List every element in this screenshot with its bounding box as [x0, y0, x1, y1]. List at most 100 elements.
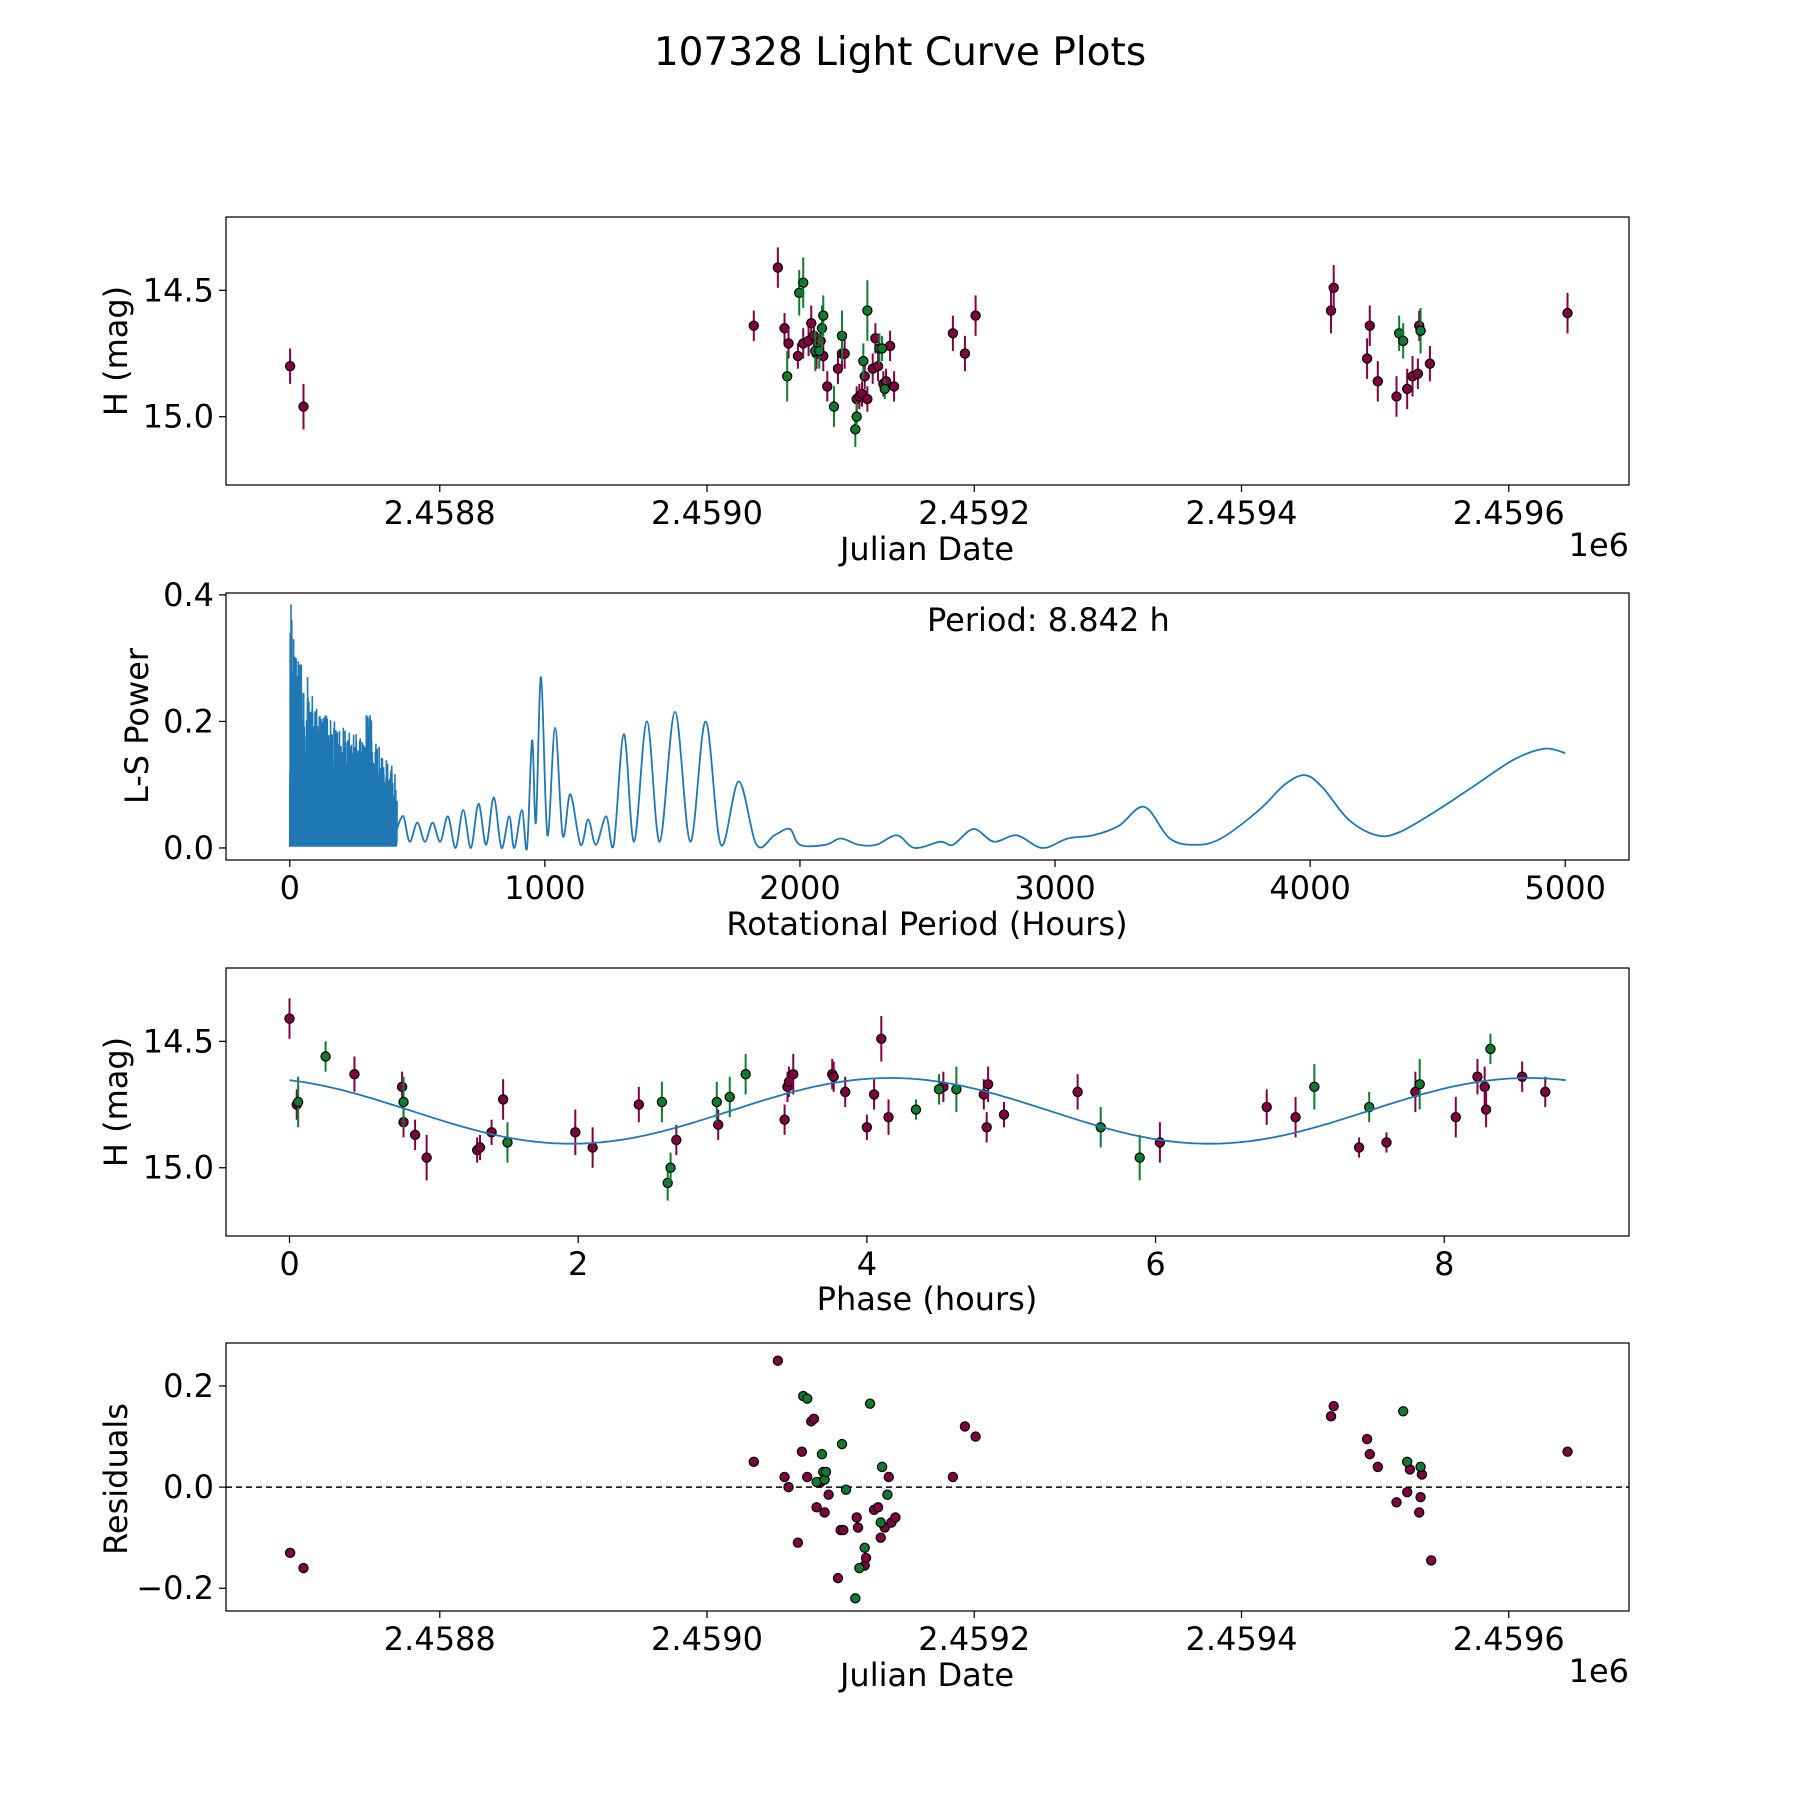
- data-point: [1361, 353, 1373, 364]
- data-point: [883, 1471, 894, 1483]
- data-point: [1516, 1071, 1528, 1082]
- x-tick-label: 0: [279, 1245, 299, 1283]
- data-point: [864, 1398, 876, 1409]
- residuals-x-offset-label: 1e6: [1569, 1652, 1629, 1690]
- data-point: [587, 1142, 598, 1153]
- data-point: [1353, 1142, 1365, 1153]
- periodogram-y-ticks: 0.0 0.2 0.4: [163, 576, 226, 867]
- periodogram-plot-frame: [225, 592, 1630, 861]
- residuals-x-ticks: 2.4588 2.4590 2.4592 2.4594 2.4596: [384, 1611, 1565, 1658]
- raw-y-label: H (mag): [97, 286, 135, 416]
- x-tick-label: 2.4596: [1453, 494, 1565, 532]
- data-point: [970, 1431, 981, 1442]
- data-point: [474, 1142, 486, 1153]
- model-fit-curve: [289, 1077, 1566, 1145]
- data-point: [1381, 1137, 1392, 1148]
- data-point: [713, 1119, 724, 1130]
- data-point: [748, 1456, 759, 1468]
- data-point: [850, 424, 861, 435]
- data-point: [1372, 1461, 1383, 1473]
- data-point: [1261, 1101, 1272, 1113]
- data-point: [1424, 358, 1436, 369]
- data-point: [783, 1481, 794, 1493]
- data-point: [788, 1068, 799, 1080]
- x-tick-label: 2000: [759, 869, 840, 907]
- data-point: [421, 1152, 432, 1163]
- data-point: [1414, 1079, 1425, 1090]
- periodogram-y-label: L-S Power: [118, 647, 156, 804]
- data-point: [970, 310, 981, 321]
- data-point: [748, 320, 759, 331]
- data-point: [840, 1086, 851, 1098]
- y-tick-label: 0.4: [163, 576, 214, 614]
- data-point: [854, 1562, 865, 1574]
- phased-y-label: H (mag): [97, 1037, 135, 1167]
- data-point: [851, 1512, 862, 1523]
- data-point: [872, 1502, 884, 1513]
- data-point: [818, 310, 829, 321]
- data-point: [792, 1537, 804, 1548]
- data-point: [1309, 1081, 1320, 1093]
- phased-plot-frame: [225, 967, 1630, 1237]
- raw-data-marks: [284, 247, 1573, 448]
- data-point: [1415, 325, 1426, 336]
- data-point: [633, 1099, 645, 1110]
- data-point: [910, 1104, 922, 1115]
- x-tick-label: 4: [857, 1245, 877, 1283]
- data-point: [823, 1489, 834, 1500]
- data-point: [779, 1471, 790, 1483]
- data-point: [502, 1137, 513, 1148]
- residuals-y-ticks: 0.2 0.0 −0.2: [136, 1367, 226, 1607]
- data-point: [876, 343, 888, 354]
- data-point: [724, 1091, 735, 1103]
- data-point: [396, 1081, 408, 1093]
- data-point: [1361, 1433, 1373, 1445]
- data-point: [1485, 1043, 1496, 1055]
- data-point: [890, 1512, 901, 1523]
- data-point: [671, 1134, 682, 1146]
- data-point: [1426, 1555, 1437, 1566]
- data-point: [850, 1593, 861, 1604]
- residuals-y-label: Residuals: [97, 1403, 135, 1555]
- data-point: [570, 1127, 581, 1138]
- data-point: [981, 1122, 992, 1133]
- data-point: [879, 383, 890, 395]
- periodogram-x-label: Rotational Period (Hours): [726, 905, 1127, 943]
- data-point: [665, 1162, 676, 1173]
- data-point: [1364, 320, 1375, 331]
- data-point: [409, 1129, 421, 1141]
- data-point: [656, 1096, 668, 1108]
- data-point: [1414, 1507, 1425, 1518]
- data-point: [816, 323, 828, 334]
- data-point: [792, 350, 804, 362]
- data-point: [1290, 1111, 1301, 1123]
- data-point: [947, 328, 959, 339]
- data-point: [859, 371, 870, 382]
- data-point: [1397, 335, 1409, 347]
- raw-plot-frame: [225, 216, 1630, 486]
- x-tick-label: 5000: [1525, 869, 1606, 907]
- data-point: [828, 401, 840, 412]
- residuals-x-label: Julian Date: [838, 1656, 1014, 1694]
- data-point: [875, 1532, 886, 1543]
- x-tick-label: 0: [280, 869, 300, 907]
- data-point: [982, 1079, 994, 1090]
- data-point: [740, 1068, 751, 1080]
- data-point: [883, 1111, 894, 1123]
- data-point: [836, 330, 848, 342]
- phased-y-ticks: 15.0 14.5: [143, 1022, 226, 1187]
- panel-raw-light-curve: 2.4588 2.4590 2.4592 2.4594 2.4596 15.014.5 …: [97, 216, 1630, 568]
- data-point: [816, 1449, 828, 1460]
- data-point: [779, 1114, 790, 1125]
- data-point: [284, 1547, 296, 1559]
- data-point: [284, 360, 296, 372]
- data-point: [782, 371, 793, 382]
- data-point: [822, 381, 833, 392]
- data-point: [882, 1489, 893, 1500]
- data-point: [1479, 1081, 1490, 1093]
- data-point: [862, 305, 873, 316]
- data-point: [398, 1096, 409, 1108]
- data-point: [876, 1033, 887, 1044]
- data-point: [497, 1094, 509, 1105]
- data-point: [1401, 1486, 1413, 1498]
